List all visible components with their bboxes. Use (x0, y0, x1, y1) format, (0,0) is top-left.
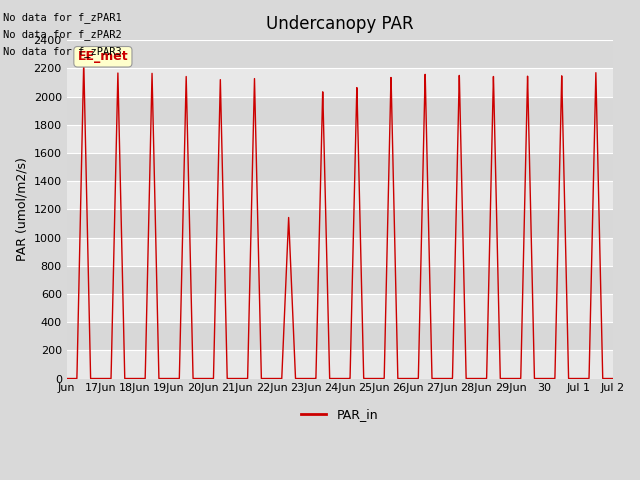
Text: EE_met: EE_met (77, 50, 128, 63)
Bar (67, 209, 613, 238)
Bar (67, 238, 613, 266)
Text: No data for f_zPAR1: No data for f_zPAR1 (3, 12, 122, 23)
Bar (67, 266, 613, 294)
Text: No data for f_zPAR3: No data for f_zPAR3 (3, 46, 122, 57)
Bar (67, 96, 613, 125)
Bar (67, 40, 613, 68)
Bar (67, 350, 613, 379)
Legend: PAR_in: PAR_in (296, 403, 383, 426)
Bar (67, 322, 613, 350)
Bar (67, 153, 613, 181)
Y-axis label: PAR (umol/m2/s): PAR (umol/m2/s) (15, 157, 28, 261)
Bar (67, 181, 613, 209)
Title: Undercanopy PAR: Undercanopy PAR (266, 15, 413, 33)
Text: No data for f_zPAR2: No data for f_zPAR2 (3, 29, 122, 40)
Bar (67, 294, 613, 322)
Bar (67, 68, 613, 96)
Bar (67, 125, 613, 153)
